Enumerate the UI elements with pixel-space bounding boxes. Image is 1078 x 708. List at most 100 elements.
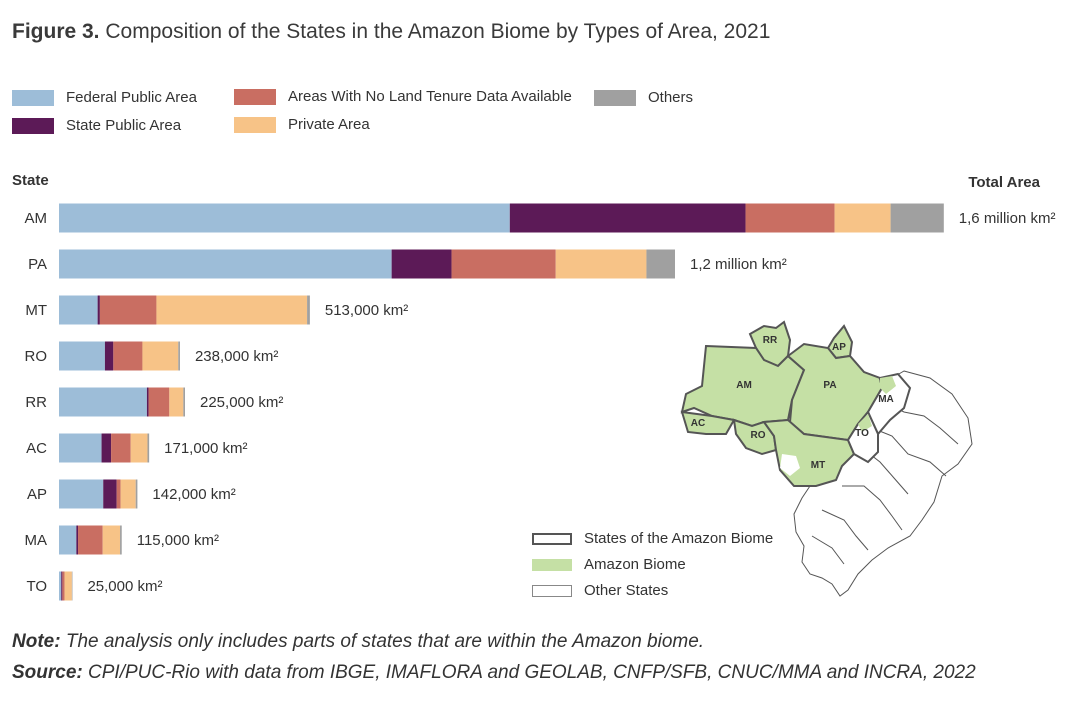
bar-segment-ro-3 bbox=[142, 341, 179, 371]
amazon-states bbox=[680, 320, 884, 487]
state-ma bbox=[866, 372, 912, 436]
bar-segment-ac-2 bbox=[111, 433, 131, 463]
bar-segment-ac-3 bbox=[130, 433, 148, 463]
map-legend-amazon-states: States of the Amazon Biome bbox=[532, 530, 773, 547]
map-labels: RR AP AM PA MA AC RO TO MT bbox=[691, 335, 894, 471]
bar-segment-ac-0 bbox=[59, 433, 102, 463]
total-area-header: Total Area bbox=[968, 174, 1040, 191]
map-legend-label-amazon-states: States of the Amazon Biome bbox=[584, 530, 774, 547]
state-ac bbox=[680, 410, 736, 435]
map-label-ma: MA bbox=[878, 394, 894, 405]
total-label-rr: 225,000 km² bbox=[200, 394, 283, 411]
total-label-ac: 171,000 km² bbox=[164, 440, 247, 457]
bar-segment-rr-4 bbox=[183, 387, 185, 417]
map-legend-label-other-states: Other States bbox=[584, 582, 669, 599]
note-prefix: Note: bbox=[12, 631, 61, 652]
map-legend-other-states: Other States bbox=[532, 582, 668, 599]
bar-segment-rr-0 bbox=[59, 387, 147, 417]
bar-segment-pa-1 bbox=[391, 249, 452, 279]
map-label-rr: RR bbox=[763, 335, 778, 346]
legend-item-no-data: Areas With No Land Tenure Data Available bbox=[234, 88, 572, 105]
bar-segment-mt-0 bbox=[59, 295, 98, 325]
total-label-mt: 513,000 km² bbox=[325, 302, 408, 319]
bar-segment-ap-0 bbox=[59, 479, 104, 509]
map-label-ro: RO bbox=[751, 430, 766, 441]
total-label-ma: 115,000 km² bbox=[137, 532, 219, 549]
map-label-am: AM bbox=[736, 380, 752, 391]
bar-segment-am-3 bbox=[834, 203, 891, 233]
bar-segment-mt-4 bbox=[307, 295, 310, 325]
legend-label-state: State Public Area bbox=[66, 117, 182, 134]
legend-swatch-others bbox=[594, 89, 636, 106]
total-label-am: 1,6 million km² bbox=[959, 210, 1056, 227]
map-label-pa: PA bbox=[823, 380, 836, 391]
bar-segment-to-0 bbox=[59, 571, 62, 601]
category-label-to: TO bbox=[26, 578, 47, 595]
legend-label-no-data: Areas With No Land Tenure Data Available bbox=[288, 88, 572, 105]
bar-segment-am-0 bbox=[59, 203, 510, 233]
bar-segment-ro-4 bbox=[178, 341, 180, 371]
bar-segment-am-4 bbox=[890, 203, 944, 233]
map-label-ac: AC bbox=[691, 418, 705, 429]
legend-item-federal: Federal Public Area bbox=[12, 89, 197, 106]
source-text: Source: CPI/PUC-Rio with data from IBGE,… bbox=[12, 662, 976, 684]
category-label-pa: PA bbox=[28, 256, 47, 273]
amazon-biome-extras bbox=[858, 376, 896, 432]
bar-segment-rr-2 bbox=[148, 387, 170, 417]
legend-label-others: Others bbox=[648, 89, 694, 106]
note-body: The analysis only includes parts of stat… bbox=[65, 631, 705, 652]
category-label-am: AM bbox=[25, 210, 48, 227]
bar-segment-rr-1 bbox=[146, 387, 149, 417]
category-label-ro: RO bbox=[25, 348, 48, 365]
source-body: CPI/PUC-Rio with data from IBGE, IMAFLOR… bbox=[88, 662, 976, 683]
category-label-rr: RR bbox=[25, 394, 47, 411]
map-legend-amazon-biome: Amazon Biome bbox=[532, 556, 686, 573]
amazon-map: RR AP AM PA MA AC RO TO MT bbox=[680, 320, 973, 597]
bar-segment-to-3 bbox=[64, 571, 72, 601]
map-label-ap: AP bbox=[832, 342, 846, 353]
map-swatch-amazon-states bbox=[532, 532, 572, 545]
bar-segment-ro-2 bbox=[113, 341, 143, 371]
category-label-ap: AP bbox=[27, 486, 47, 503]
legend-item-private: Private Area bbox=[234, 116, 370, 133]
source-prefix: Source: bbox=[12, 662, 83, 683]
legend-label-private: Private Area bbox=[288, 116, 370, 133]
bar-segment-ma-1 bbox=[76, 525, 79, 555]
bar-segment-ma-0 bbox=[59, 525, 77, 555]
note-text: Note: The analysis only includes parts o… bbox=[12, 631, 704, 653]
map-legend-label-amazon-biome: Amazon Biome bbox=[584, 556, 686, 573]
bar-segment-ap-3 bbox=[120, 479, 136, 509]
bar-segment-ro-1 bbox=[104, 341, 114, 371]
bar-segment-mt-2 bbox=[99, 295, 157, 325]
total-label-pa: 1,2 million km² bbox=[690, 256, 787, 273]
bar-segment-ap-4 bbox=[135, 479, 138, 509]
bar-segment-ap-1 bbox=[103, 479, 117, 509]
bar-segment-to-1 bbox=[61, 571, 63, 601]
row-axis-header: State bbox=[12, 172, 49, 189]
pantanal-cutout bbox=[780, 454, 800, 476]
figure-title: Figure 3. Composition of the States in t… bbox=[12, 20, 770, 44]
biome-ma-part bbox=[880, 376, 896, 394]
bar-segment-ac-4 bbox=[147, 433, 150, 463]
bar-segment-am-2 bbox=[745, 203, 835, 233]
legend-label-federal: Federal Public Area bbox=[66, 89, 197, 106]
stacked-bar-chart: State Total Area AM 1,6 million km² PA 1,2 … bbox=[12, 172, 1056, 601]
bar-segment-pa-4 bbox=[646, 249, 675, 279]
bar-segment-pa-2 bbox=[451, 249, 556, 279]
legend-swatch-federal bbox=[12, 89, 54, 106]
bars-group: AM 1,6 million km² PA 1,2 million km² MT 513,… bbox=[25, 203, 1056, 601]
map-label-to: TO bbox=[855, 428, 869, 439]
bar-segment-pa-3 bbox=[555, 249, 647, 279]
legend-item-others: Others bbox=[594, 89, 693, 106]
category-label-ma: MA bbox=[25, 532, 48, 549]
bar-segment-am-1 bbox=[509, 203, 746, 233]
figure-title-text: Composition of the States in the Amazon … bbox=[105, 20, 771, 43]
legend-swatch-private bbox=[234, 116, 276, 133]
total-label-to: 25,000 km² bbox=[87, 578, 162, 595]
map-swatch-other-states bbox=[532, 584, 572, 597]
bar-segment-ac-1 bbox=[101, 433, 112, 463]
map-label-mt: MT bbox=[811, 460, 825, 471]
total-label-ap: 142,000 km² bbox=[152, 486, 235, 503]
bar-segment-mt-1 bbox=[97, 295, 100, 325]
total-label-ro: 238,000 km² bbox=[195, 348, 278, 365]
